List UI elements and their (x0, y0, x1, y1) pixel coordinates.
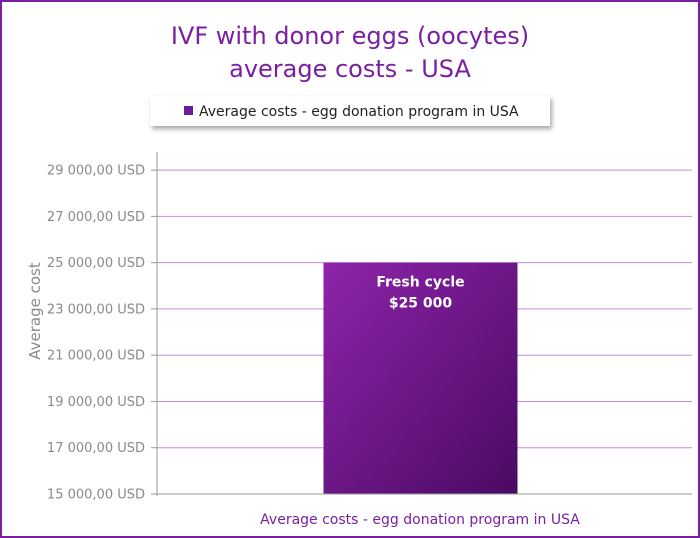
legend-swatch (184, 106, 193, 115)
y-tick-label: 27 000,00 USD (47, 210, 145, 225)
y-tick-label: 21 000,00 USD (47, 349, 145, 364)
bar-data-label: $25 000 (389, 296, 453, 312)
bar-data-label: Fresh cycle (376, 275, 464, 291)
legend-box (150, 96, 550, 126)
y-tick-labels: 15 000,00 USD 17 000,00 USD 19 000,00 USD 2… (47, 164, 157, 503)
x-axis-label: Average costs - egg donation program in … (260, 512, 580, 528)
y-tick-label: 17 000,00 USD (47, 441, 145, 456)
legend-label: Average costs - egg donation program in … (199, 104, 519, 120)
y-tick-label: 29 000,00 USD (47, 164, 145, 179)
y-tick-label: 23 000,00 USD (47, 302, 145, 317)
chart-title-line-1: IVF with donor eggs (oocytes) (171, 22, 529, 50)
legend: Average costs - egg donation program in … (150, 96, 550, 126)
y-axis-label: Average cost (26, 262, 44, 360)
bar-data-labels: Fresh cycle $25 000 (376, 275, 464, 312)
chart-title-line-2: average costs - USA (229, 55, 471, 83)
y-tick-label: 15 000,00 USD (47, 488, 145, 503)
bar (323, 262, 518, 494)
y-tick-label: 25 000,00 USD (47, 256, 145, 271)
y-tick-label: 19 000,00 USD (47, 395, 145, 410)
bars (323, 262, 518, 494)
